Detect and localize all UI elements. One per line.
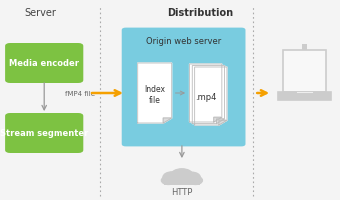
Polygon shape — [163, 118, 172, 123]
FancyBboxPatch shape — [164, 178, 200, 185]
FancyBboxPatch shape — [5, 43, 83, 83]
Text: Stream segmenter: Stream segmenter — [0, 129, 88, 138]
Polygon shape — [219, 120, 227, 125]
Text: .mp4: .mp4 — [195, 92, 216, 102]
Circle shape — [189, 176, 202, 184]
Polygon shape — [190, 64, 222, 122]
Polygon shape — [214, 117, 222, 122]
Circle shape — [162, 176, 175, 184]
FancyBboxPatch shape — [302, 44, 307, 50]
Text: Server: Server — [25, 8, 57, 18]
Text: Origin web server: Origin web server — [146, 38, 221, 46]
FancyBboxPatch shape — [5, 113, 83, 153]
FancyBboxPatch shape — [283, 50, 326, 92]
Polygon shape — [192, 66, 224, 124]
Polygon shape — [217, 119, 224, 124]
Text: HTTP: HTTP — [171, 188, 192, 197]
Circle shape — [183, 172, 200, 182]
FancyBboxPatch shape — [122, 28, 245, 146]
Circle shape — [163, 172, 182, 183]
Circle shape — [171, 169, 193, 182]
FancyBboxPatch shape — [277, 92, 331, 100]
Text: Media encoder: Media encoder — [9, 58, 79, 68]
Polygon shape — [194, 67, 227, 125]
Text: Distribution: Distribution — [168, 8, 234, 18]
Polygon shape — [138, 63, 172, 123]
Text: Index
file: Index file — [144, 85, 165, 105]
Text: fMP4 file: fMP4 file — [65, 91, 95, 97]
